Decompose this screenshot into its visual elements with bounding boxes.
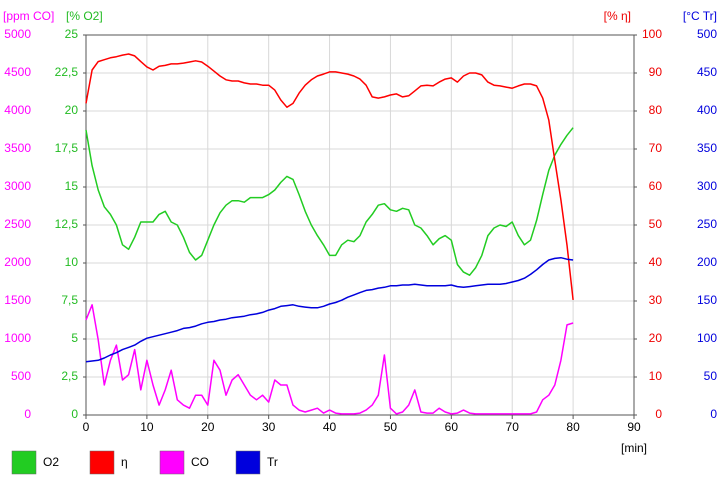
y-tick-label: 30: [649, 293, 663, 307]
x-tick-label: 50: [384, 420, 398, 434]
y-tick-label: 3500: [4, 141, 31, 155]
y-axis-title: [% η]: [604, 9, 631, 23]
y-tick-label: 20: [649, 331, 663, 345]
y-tick-label: 90: [649, 65, 663, 79]
y-tick-label: 1500: [4, 293, 31, 307]
y-tick-label: 7,5: [61, 293, 78, 307]
y-tick-label: 300: [697, 179, 717, 193]
series-line: [85, 53, 574, 300]
y-tick-label: 15: [65, 179, 79, 193]
y-tick-label: 450: [697, 65, 717, 79]
y-tick-label: 4000: [4, 103, 31, 117]
y-tick-label: 0: [24, 407, 31, 421]
y-tick-label: 1000: [4, 331, 31, 345]
y-tick-label: 150: [697, 293, 717, 307]
y-tick-label: 10: [65, 255, 79, 269]
y-tick-label: 5: [71, 331, 78, 345]
x-tick-label: 90: [627, 420, 641, 434]
y-tick-label: 200: [697, 255, 717, 269]
y-tick-label: 250: [697, 217, 717, 231]
x-tick-label: 80: [566, 420, 580, 434]
legend-swatch: [11, 450, 37, 475]
series-line: [85, 304, 574, 415]
legend-label: CO: [191, 455, 209, 469]
y-tick-label: 400: [697, 103, 717, 117]
y-tick-label: 22,5: [55, 65, 79, 79]
legend-swatch: [159, 450, 185, 475]
y-tick-label: 0: [710, 407, 717, 421]
series-line: [85, 127, 574, 276]
y-tick-label: 0: [655, 407, 662, 421]
y-tick-label: 4500: [4, 65, 31, 79]
legend-label: Tr: [267, 455, 278, 469]
y-tick-label: 80: [649, 103, 663, 117]
x-tick-label: 40: [323, 420, 337, 434]
series-line: [85, 256, 574, 363]
x-tick-label: 0: [83, 420, 90, 434]
y-axis-title: [ppm CO]: [3, 9, 54, 23]
y-tick-label: 70: [649, 141, 663, 155]
y-tick-label: 3000: [4, 179, 31, 193]
y-tick-label: 100: [642, 27, 662, 41]
y-tick-label: 50: [649, 217, 663, 231]
y-tick-label: 25: [65, 27, 79, 41]
y-tick-label: 500: [11, 369, 31, 383]
y-tick-label: 500: [697, 27, 717, 41]
x-tick-label: 70: [506, 420, 520, 434]
y-tick-label: 20: [65, 103, 79, 117]
y-tick-label: 2500: [4, 217, 31, 231]
y-axis-title: [°C Tr]: [683, 9, 717, 23]
x-tick-label: 10: [140, 420, 154, 434]
y-tick-label: 12,5: [55, 217, 79, 231]
y-tick-label: 60: [649, 179, 663, 193]
y-axis-title: [% O2]: [66, 9, 103, 23]
x-tick-label: 30: [262, 420, 276, 434]
y-tick-label: 10: [649, 369, 663, 383]
y-tick-label: 5000: [4, 27, 31, 41]
legend-swatch: [89, 450, 115, 475]
legend-swatch: [235, 450, 261, 475]
y-tick-label: 0: [71, 407, 78, 421]
legend-label: O2: [43, 455, 59, 469]
y-tick-label: 2000: [4, 255, 31, 269]
x-tick-label: 60: [445, 420, 459, 434]
y-tick-label: 350: [697, 141, 717, 155]
x-axis-label: [min]: [621, 441, 647, 455]
y-tick-label: 40: [649, 255, 663, 269]
y-tick-label: 50: [704, 369, 718, 383]
y-tick-label: 100: [697, 331, 717, 345]
legend-label: η: [121, 455, 128, 469]
y-tick-label: 17,5: [55, 141, 79, 155]
y-tick-label: 2,5: [61, 369, 78, 383]
x-tick-label: 20: [201, 420, 215, 434]
